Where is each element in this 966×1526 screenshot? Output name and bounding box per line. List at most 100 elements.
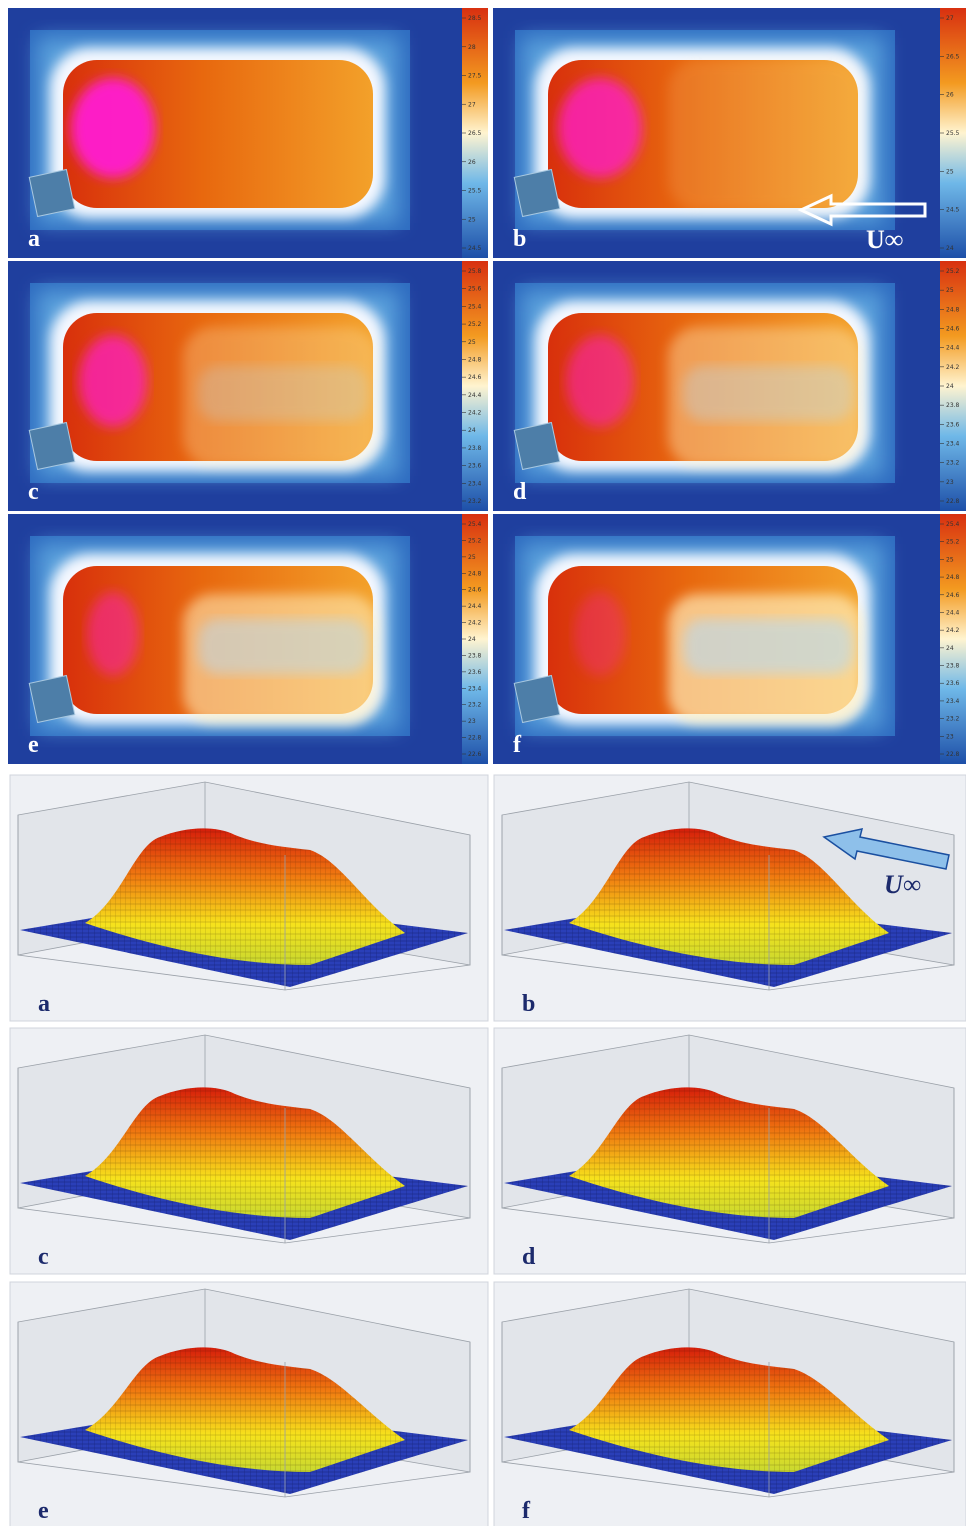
colorbar-tick-label: 24.2 xyxy=(468,620,482,627)
cold-spot xyxy=(683,619,853,674)
surface-panel: e xyxy=(9,1281,489,1526)
colorbar-tick-label: 24 xyxy=(946,245,954,252)
colorbar-tick-label: 24.6 xyxy=(468,587,482,594)
colorbar-tick-label: 23.6 xyxy=(468,669,482,676)
colorbar-tick-label: 26.5 xyxy=(946,53,960,60)
colorbar-tick-label: 23.8 xyxy=(468,652,482,659)
colorbar xyxy=(940,261,966,511)
hot-spot xyxy=(574,592,626,676)
colorbar-tick-label: 27 xyxy=(468,101,476,108)
colorbar xyxy=(940,8,966,258)
calibration-card xyxy=(28,421,76,471)
colorbar-tick-label: 23.6 xyxy=(946,680,960,687)
colorbar-tick-label: 25 xyxy=(468,339,476,346)
colorbar-tick-label: 26.5 xyxy=(468,130,482,137)
colorbar-tick-label: 24.4 xyxy=(946,609,960,616)
colorbar-tick-label: 23.4 xyxy=(468,685,482,692)
colorbar-tick-label: 24.2 xyxy=(468,410,482,417)
colorbar-tick-label: 23.2 xyxy=(468,702,482,709)
colorbar-tick-label: 25.5 xyxy=(468,188,482,195)
colorbar-tick-label: 25.4 xyxy=(468,521,482,528)
colorbar-tick-label: 25.2 xyxy=(468,321,482,328)
colorbar-tick-label: 22.8 xyxy=(946,751,960,758)
cold-spot xyxy=(198,619,368,674)
box-front xyxy=(501,1322,955,1498)
colorbar-tick-label: 24.5 xyxy=(946,207,960,214)
colorbar-tick-label: 23.2 xyxy=(468,498,482,505)
colorbar-tick-label: 27.5 xyxy=(468,73,482,80)
surface-panel: d xyxy=(493,1027,966,1275)
hot-spot xyxy=(558,78,642,178)
thermal-panel: b 27 26.5 26 25.5 25 24.5 24 U∞ xyxy=(493,8,966,258)
colorbar-tick-label: 23 xyxy=(946,733,954,740)
surface-panel: c xyxy=(9,1027,489,1275)
flow-label: U∞ xyxy=(866,225,903,254)
hot-spot xyxy=(79,335,147,427)
colorbar xyxy=(462,261,488,511)
colorbar-tick-label: 24.4 xyxy=(468,603,482,610)
colorbar-tick-label: 25.2 xyxy=(946,539,960,546)
colorbar-tick-label: 22.8 xyxy=(946,498,960,505)
surface-mesh xyxy=(569,1347,889,1472)
surface-mesh xyxy=(85,1087,405,1218)
thermal-panel: c 25.8 25.6 25.4 25.2 25 24.8 24.6 24.4 24.2 24 23.… xyxy=(8,261,488,511)
box-front xyxy=(17,1068,471,1244)
box-front xyxy=(17,815,471,991)
colorbar-tick-label: 27 xyxy=(946,15,954,22)
colorbar-tick-label: 24.4 xyxy=(946,345,960,352)
colorbar-tick-label: 25.2 xyxy=(468,537,482,544)
hot-spot xyxy=(566,335,634,427)
calibration-card xyxy=(513,674,561,724)
panel-label: c xyxy=(38,1244,49,1270)
calibration-card xyxy=(513,421,561,471)
panel-label: a xyxy=(28,226,40,252)
colorbar-tick-label: 23.2 xyxy=(946,716,960,723)
colorbar-tick-label: 24.6 xyxy=(946,326,960,333)
surface-mesh xyxy=(85,828,405,965)
colorbar-tick-label: 25.2 xyxy=(946,268,960,275)
colorbar-tick-label: 25.5 xyxy=(946,130,960,137)
colorbar-tick-label: 25 xyxy=(468,554,476,561)
colorbar-tick-label: 23.8 xyxy=(946,663,960,670)
colorbar-tick-label: 23.4 xyxy=(468,480,482,487)
colorbar-tick-label: 24.4 xyxy=(468,392,482,399)
flow-arrow xyxy=(822,828,950,870)
flow-arrow xyxy=(797,193,927,227)
colorbar-tick-label: 25.8 xyxy=(468,268,482,275)
cold-spot xyxy=(198,366,368,421)
surface-panel: f xyxy=(493,1281,966,1526)
colorbar-tick-label: 23.4 xyxy=(946,441,960,448)
panel-label: c xyxy=(28,479,39,505)
colorbar-tick-label: 23.6 xyxy=(468,463,482,470)
flow-label: U∞ xyxy=(884,870,921,899)
colorbar-tick-label: 23.2 xyxy=(946,460,960,467)
colorbar-tick-label: 25 xyxy=(946,168,954,175)
thermal-panel: d 25.2 25 24.8 24.6 24.4 24.2 24 23.8 23.6 23.4 23.… xyxy=(493,261,966,511)
colorbar-tick-label: 23.4 xyxy=(946,698,960,705)
panel-label: d xyxy=(513,479,527,505)
cold-spot xyxy=(683,366,853,421)
thermal-panel: a 28.5 28 27.5 27 26.5 26 25.5 25 24.5 xyxy=(8,8,488,258)
panel-label: b xyxy=(513,226,526,252)
colorbar-tick-label: 26 xyxy=(946,92,954,99)
panel-label: e xyxy=(28,732,39,758)
box-front xyxy=(501,815,955,991)
colorbar-tick-label: 23.8 xyxy=(468,445,482,452)
colorbar-tick-label: 25.4 xyxy=(468,303,482,310)
colorbar-tick-label: 24.6 xyxy=(946,592,960,599)
box-front xyxy=(501,1068,955,1244)
colorbar-tick-label: 24.8 xyxy=(946,574,960,581)
colorbar xyxy=(462,514,488,764)
colorbar-tick-label: 24.2 xyxy=(946,627,960,634)
colorbar-tick-label: 24.2 xyxy=(946,364,960,371)
panel-label: f xyxy=(513,732,522,758)
colorbar-tick-label: 23 xyxy=(946,479,954,486)
calibration-card xyxy=(28,168,76,218)
colorbar-tick-label: 22.6 xyxy=(468,751,482,758)
colorbar-tick-label: 24.8 xyxy=(468,356,482,363)
colorbar-tick-label: 24.5 xyxy=(468,245,482,252)
colorbar-tick-label: 23 xyxy=(468,718,476,725)
thermal-panel: f 25.4 25.2 25 24.8 24.6 24.4 24.2 24 23.8 23.6 23.… xyxy=(493,514,966,764)
calibration-card xyxy=(28,674,76,724)
